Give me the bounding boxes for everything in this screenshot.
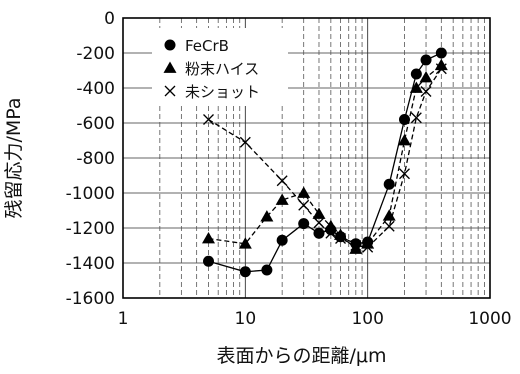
data-point-powder-hss (409, 81, 423, 93)
data-point-powder-hss (434, 58, 448, 71)
data-point-powder-hss (419, 71, 433, 83)
grid-lines (122, 17, 490, 299)
data-point-powder-hss (349, 242, 363, 254)
data-point-powder-hss (260, 210, 274, 222)
y-tick-label: 0 (104, 9, 115, 29)
data-point-powder-hss (312, 207, 326, 219)
data-point-powder-hss (275, 193, 289, 205)
data-point-unshot (383, 220, 395, 232)
data-point-unshot (420, 86, 432, 97)
x-tick-label: 1 (118, 309, 129, 329)
data-point-unshot (350, 240, 362, 251)
legend-entry-unshot: 未ショット (164, 83, 260, 101)
data-point-powder-hss (361, 237, 375, 249)
legend-marker-fecrb (164, 39, 176, 51)
y-tick-label: -400 (76, 79, 115, 99)
legend-background (152, 28, 288, 106)
series-layer (202, 47, 448, 278)
data-point-fecrb (420, 54, 432, 66)
legend-label-unshot: 未ショット (185, 83, 260, 101)
data-point-powder-hss (297, 186, 311, 198)
series-line-unshot (208, 68, 442, 248)
data-point-unshot (276, 175, 288, 187)
data-point-unshot (313, 217, 325, 229)
data-point-unshot (362, 241, 374, 253)
data-point-fecrb (435, 47, 447, 59)
data-point-fecrb (276, 234, 288, 246)
data-point-unshot (203, 114, 214, 125)
data-point-fecrb (383, 178, 395, 190)
x-tick-label: 100 (351, 309, 383, 329)
data-point-powder-hss (334, 228, 348, 240)
legend-label-powder-hss: 粉末ハイス (185, 60, 259, 78)
legend-label-fecrb: FeCrB (185, 37, 229, 55)
y-tick-label: -800 (76, 149, 115, 169)
legend: FeCrB 粉末ハイス 未ショット (152, 28, 288, 106)
data-point-powder-hss (238, 237, 252, 249)
data-point-unshot (325, 227, 337, 239)
data-point-unshot (435, 63, 447, 75)
legend-marker-powder-hss (163, 61, 177, 73)
data-point-unshot (239, 136, 251, 148)
legend-marker-unshot (164, 85, 176, 97)
plot-frame (122, 17, 491, 299)
series-line-powder-hss (208, 64, 442, 250)
legend-marker-unshot (164, 85, 176, 97)
y-tick-label: -1600 (66, 289, 115, 309)
y-tick-label: -1000 (66, 184, 115, 204)
data-point-powder-hss (324, 219, 338, 232)
series-powder-hss (202, 58, 448, 254)
y-tick-label: -200 (76, 44, 115, 64)
data-point-unshot (335, 233, 346, 244)
data-point-fecrb (313, 227, 325, 239)
legend-entry-fecrb: FeCrB (164, 37, 229, 55)
x-axis-title: 表面からの距離/μm (217, 345, 387, 367)
data-point-fecrb (261, 264, 273, 276)
y-tick-label: -1400 (66, 254, 115, 274)
legend-entry-powder-hss: 粉末ハイス (163, 60, 259, 78)
legend-marker-fecrb (164, 39, 176, 51)
y-tick-label: -1200 (66, 219, 115, 239)
y-tick-label: -600 (76, 114, 115, 134)
x-tick-label: 1000 (468, 309, 511, 329)
data-point-powder-hss (202, 232, 216, 244)
data-point-unshot (410, 112, 422, 124)
data-point-powder-hss (382, 209, 396, 221)
data-point-unshot (298, 199, 310, 211)
data-point-unshot (399, 168, 410, 180)
data-point-fecrb (298, 218, 310, 230)
series-unshot (203, 63, 447, 253)
data-point-powder-hss (397, 134, 411, 146)
data-point-fecrb (398, 114, 410, 125)
x-tick-label: 10 (235, 309, 257, 329)
y-axis-title: 残留応力/MPa (3, 97, 25, 218)
data-point-fecrb (410, 68, 422, 80)
legend-marker-powder-hss (163, 61, 177, 73)
data-point-fecrb (203, 255, 215, 267)
data-point-fecrb (239, 266, 251, 278)
